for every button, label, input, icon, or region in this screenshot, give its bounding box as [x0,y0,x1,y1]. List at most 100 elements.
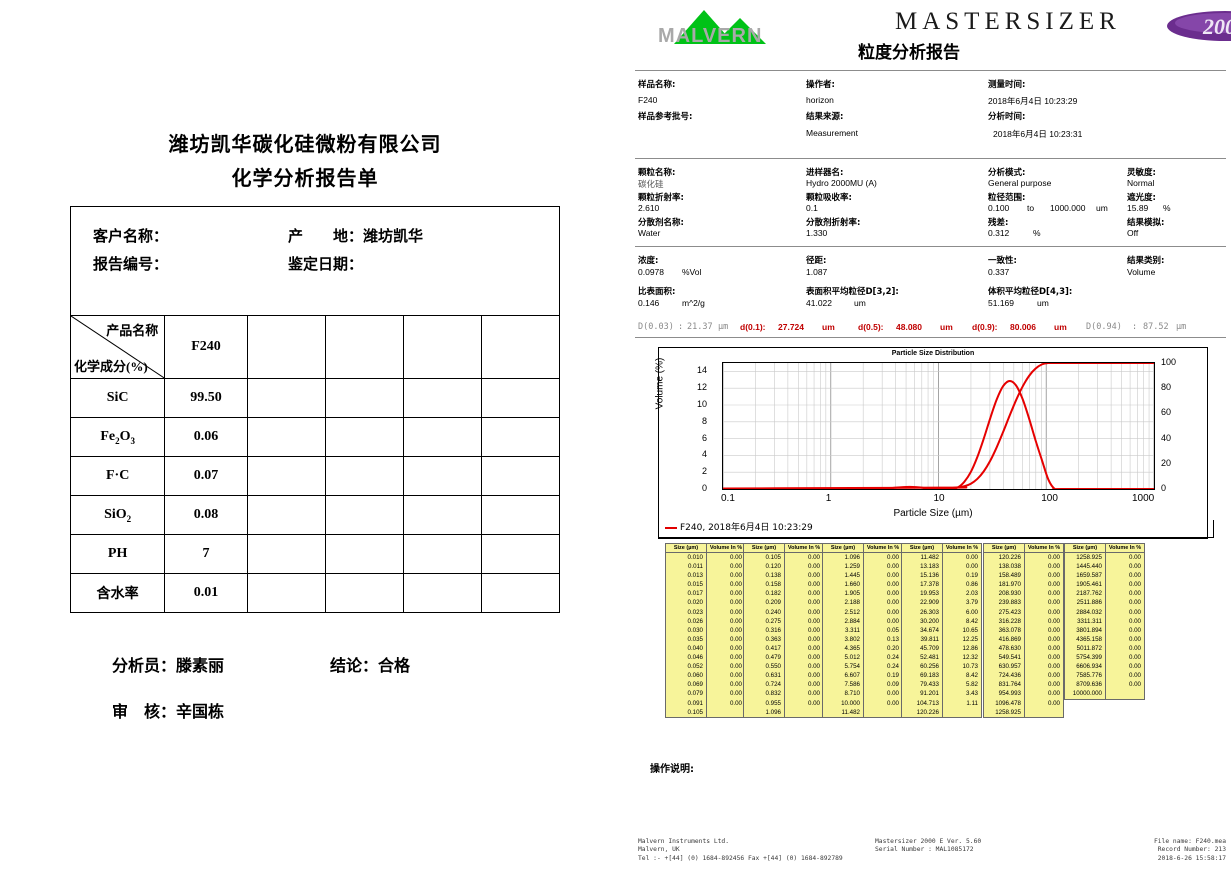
table-row: 363.078 0.00 [983,625,1064,635]
table-row: 1.660 0.00 [822,580,903,590]
chart-y-axis-label: Volume (%) [654,357,666,410]
footer-line: 2018-6-26 15:58:17 [1157,854,1226,862]
specific-surface-label: 比表面积: [638,287,676,297]
volume-cell: 0.00 [1047,581,1060,589]
chart-y-tick: 0 [701,483,707,493]
size-cell: 11.482 [822,707,864,718]
size-distribution-table: Size (µm) Volume In % 0.010 0.00 0.011 0.00 0.… [665,543,746,718]
volume-cell: 0.00 [1047,617,1060,625]
measure-time-label: 测量时间: [988,80,1026,90]
empty-cell [480,417,561,457]
table-row: 239.883 0.00 [983,598,1064,608]
table-row: 0.060 0.00 [665,671,746,681]
table-row: 120.226 0.00 [983,552,1064,563]
volume-cell: 0.00 [886,563,899,571]
volume-cell: 0.00 [807,581,820,589]
empty-cell [246,378,326,418]
diagonal-divider-icon [71,316,165,378]
obscuration-label: 遮光度: [1127,193,1156,203]
d05-label: d(0.5): [858,322,884,332]
chart-plot-area [614,361,1155,491]
volume-cell: 0.00 [1047,672,1060,680]
size-distribution-table: Size (µm) Volume In % 1258.925 0.00 1445.440… [1064,543,1145,700]
obscuration-unit: % [1163,203,1171,213]
chart-y-tick: 14 [696,365,707,376]
volume-cell: 0.00 [729,617,742,625]
volume-cell: 10.73 [962,663,978,671]
volume-cell: 0.00 [729,572,742,580]
size-cell: 0.275 [743,616,785,626]
table-row: 10.000 0.00 [822,698,903,708]
concentration-unit: %Vol [682,267,702,277]
volume-cell: 0.86 [965,581,978,589]
table-row: 3.311 0.05 [822,625,903,635]
fe-text: Fe [100,428,116,444]
chart-y-tick: 8 [701,415,707,426]
table-row: 0.631 0.00 [743,671,824,681]
chart-x-axis-label: Particle Size (µm) [893,508,973,519]
volume-cell: 0.00 [729,599,742,607]
volume-cell: 0.20 [886,644,899,652]
size-cell: 69.183 [901,671,943,681]
table-row: 含水率 0.01 [69,573,561,613]
table-row: 0.724 0.00 [743,680,824,690]
volume-cell: 0.00 [729,608,742,616]
empty-cell [246,495,326,535]
size-cell: 52.481 [901,653,943,663]
column-header: Size (µm) [743,543,785,553]
size-cell: 0.035 [665,634,707,644]
table-row: 0.079 0.00 [665,689,746,699]
empty-cell [402,573,482,613]
chart-x-tick: 100 [1041,493,1058,504]
volume-cell: 0.00 [807,617,820,625]
d003-sep: : [678,322,684,332]
table-row: 6.607 0.19 [822,671,903,681]
report-meta-cell: 客户名称： 产 地：潍坊凯华 报告编号： 鉴定日期： [70,206,560,316]
empty-cell [480,378,561,418]
size-cell: 1258.925 [983,707,1025,718]
size-cell: 3801.894 [1064,625,1106,635]
table-row: 138.038 0.00 [983,562,1064,572]
empty-cell [324,495,404,535]
absorption-label: 颗粒吸收率: [806,193,852,203]
volume-cell: 0.00 [1047,699,1060,707]
volume-cell: 0.19 [965,572,978,580]
row-label-fe2o3: Fe2O3 [69,417,166,457]
volume-cell: 0.00 [1047,563,1060,571]
volume-cell [1106,689,1145,699]
volume-cell: 0.00 [729,554,742,561]
d09-unit: um [1054,322,1067,332]
row-value-moisture: 0.01 [164,573,248,613]
size-range-to: 1000.000 [1050,203,1086,213]
size-cell: 0.010 [665,552,707,563]
report-title-cn: 粒度分析报告 [858,43,960,63]
table-row: 4365.158 0.00 [1064,634,1145,644]
chart-y-tick: 10 [696,399,707,409]
operator-label: 操作者: [806,80,835,90]
dispersant-ri-label: 分散剂折射率: [806,218,861,228]
size-range-to-word: to [1027,203,1035,213]
volume-cell: 0.00 [807,681,820,689]
volume-cell: 0.00 [807,554,820,561]
column-header: Size (µm) [901,543,943,553]
volume-cell: 0.00 [1128,572,1141,580]
operator-value: horizon [806,95,834,105]
table-row: 724.436 0.00 [983,671,1064,681]
volume-cell: 0.00 [1047,644,1060,652]
volume-cell: 0.00 [1047,635,1060,643]
size-cell: 5754.399 [1064,653,1106,663]
table-row: 0.030 0.00 [665,625,746,635]
analysis-mode-value: General purpose [988,178,1052,188]
size-cell: 3311.311 [1064,616,1106,626]
conclusion-text: 结论：合格 [330,658,411,675]
volume-cell: 0.05 [886,626,899,634]
chart-y2-tick: 60 [1161,407,1172,418]
table-row: 0.275 0.00 [743,616,824,626]
size-cell: 549.541 [983,653,1025,663]
size-cell: 0.138 [743,571,785,581]
size-cell: 5.754 [822,662,864,672]
size-cell: 7585.776 [1064,671,1106,681]
volume-cell: 0.00 [807,635,820,643]
row-value-sic: 99.50 [164,378,248,418]
size-cell: 0.091 [665,698,707,708]
